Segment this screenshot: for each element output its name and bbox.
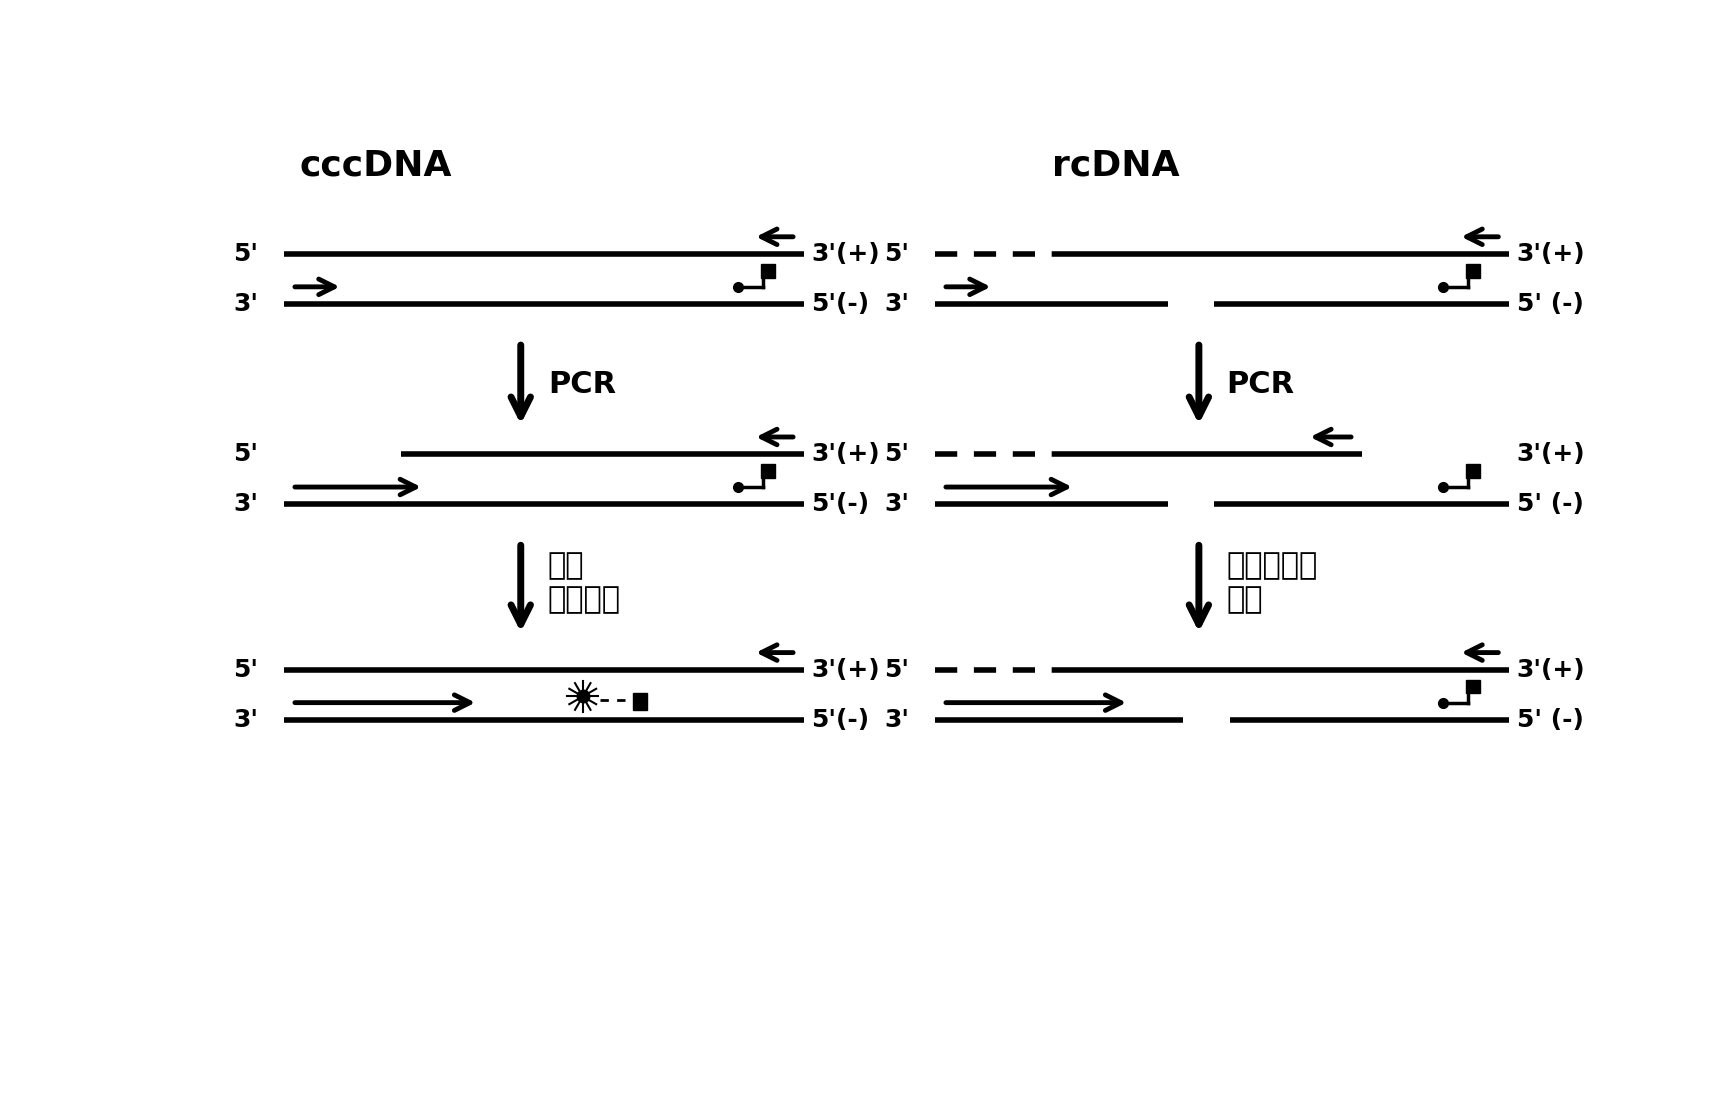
Text: 5' (-): 5' (-) (1516, 492, 1583, 516)
Text: 3': 3' (884, 707, 908, 732)
Bar (1466, 680, 1480, 693)
Text: 5'(-): 5'(-) (812, 707, 869, 732)
Text: 3'(+): 3'(+) (812, 658, 881, 682)
Text: rcDNA: rcDNA (1051, 148, 1180, 183)
Text: 无荧光信号
产生: 无荧光信号 产生 (1226, 551, 1317, 613)
Bar (1466, 464, 1480, 478)
Bar (1466, 263, 1480, 278)
Text: 5': 5' (884, 658, 908, 682)
Text: 产生
荧光信号: 产生 荧光信号 (548, 551, 622, 613)
Text: 5': 5' (884, 442, 908, 466)
Text: 3'(+): 3'(+) (812, 442, 881, 466)
Text: 3': 3' (884, 492, 908, 516)
Text: 3'(+): 3'(+) (812, 241, 881, 266)
Text: 3'(+): 3'(+) (1516, 658, 1585, 682)
Text: 3': 3' (234, 292, 258, 315)
Bar (761, 464, 774, 478)
Bar (761, 263, 774, 278)
Text: 3'(+): 3'(+) (1516, 442, 1585, 466)
Text: PCR: PCR (1226, 370, 1295, 400)
Bar (634, 693, 647, 711)
Text: PCR: PCR (548, 370, 616, 400)
Text: 3': 3' (884, 292, 908, 315)
Text: 5'(-): 5'(-) (812, 292, 869, 315)
Text: 5' (-): 5' (-) (1516, 707, 1583, 732)
Text: 5': 5' (234, 241, 258, 266)
Text: 5' (-): 5' (-) (1516, 292, 1583, 315)
Text: 5'(-): 5'(-) (812, 492, 869, 516)
Text: cccDNA: cccDNA (300, 148, 452, 183)
Text: 3': 3' (234, 492, 258, 516)
Text: 5': 5' (234, 442, 258, 466)
Text: 3': 3' (234, 707, 258, 732)
Text: 5': 5' (884, 241, 908, 266)
Text: 5': 5' (234, 658, 258, 682)
Text: 3'(+): 3'(+) (1516, 241, 1585, 266)
